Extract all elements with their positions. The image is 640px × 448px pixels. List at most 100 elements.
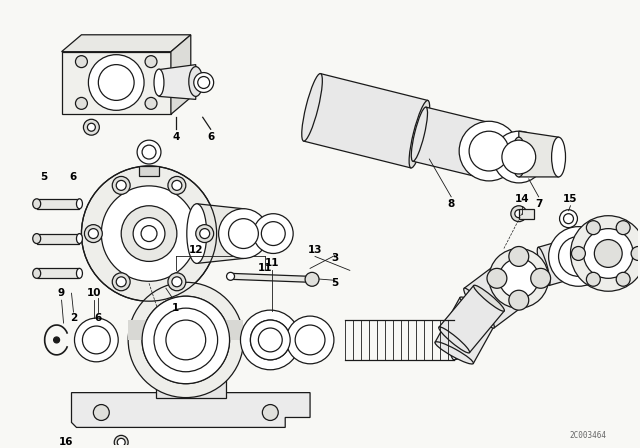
Circle shape — [509, 246, 529, 267]
Circle shape — [74, 318, 118, 362]
Circle shape — [141, 226, 157, 241]
Text: 13: 13 — [308, 246, 323, 255]
Polygon shape — [439, 285, 504, 353]
Circle shape — [101, 186, 196, 281]
Polygon shape — [230, 273, 310, 282]
Circle shape — [469, 131, 509, 171]
Polygon shape — [435, 297, 498, 363]
Polygon shape — [464, 258, 534, 328]
Circle shape — [616, 221, 630, 235]
Circle shape — [154, 308, 218, 372]
Circle shape — [106, 73, 126, 92]
Polygon shape — [519, 209, 534, 219]
Circle shape — [259, 328, 282, 352]
Circle shape — [559, 210, 577, 228]
Ellipse shape — [236, 209, 252, 258]
Polygon shape — [538, 237, 584, 285]
Ellipse shape — [439, 327, 470, 353]
Polygon shape — [413, 107, 495, 178]
Circle shape — [93, 405, 109, 421]
Circle shape — [241, 310, 300, 370]
Circle shape — [196, 224, 214, 242]
Circle shape — [172, 277, 182, 287]
Circle shape — [198, 77, 210, 88]
Circle shape — [502, 140, 536, 174]
Ellipse shape — [504, 258, 534, 298]
Circle shape — [116, 181, 126, 190]
Text: 6: 6 — [70, 172, 77, 182]
Circle shape — [286, 316, 334, 364]
Ellipse shape — [76, 268, 83, 278]
Polygon shape — [171, 35, 191, 114]
Circle shape — [142, 296, 230, 383]
Circle shape — [76, 56, 88, 68]
Ellipse shape — [76, 233, 83, 244]
Circle shape — [586, 221, 600, 235]
Circle shape — [570, 215, 640, 291]
Text: 15: 15 — [563, 194, 578, 204]
Ellipse shape — [189, 67, 203, 96]
Circle shape — [566, 245, 590, 268]
Ellipse shape — [412, 107, 428, 161]
Circle shape — [54, 337, 60, 343]
Polygon shape — [36, 199, 79, 209]
Circle shape — [200, 228, 210, 238]
Polygon shape — [36, 268, 79, 278]
Ellipse shape — [435, 342, 474, 364]
Circle shape — [511, 206, 527, 222]
Circle shape — [88, 228, 99, 238]
Circle shape — [76, 97, 88, 109]
Circle shape — [112, 273, 130, 291]
Circle shape — [261, 222, 285, 246]
Text: 5: 5 — [332, 278, 339, 289]
Text: 5: 5 — [40, 172, 47, 182]
Circle shape — [116, 277, 126, 287]
Ellipse shape — [572, 237, 585, 276]
Circle shape — [145, 56, 157, 68]
Circle shape — [531, 268, 550, 288]
Ellipse shape — [449, 320, 459, 360]
Polygon shape — [61, 52, 171, 114]
Circle shape — [509, 290, 529, 310]
Circle shape — [145, 97, 157, 109]
Circle shape — [250, 320, 290, 360]
Circle shape — [219, 209, 268, 258]
Circle shape — [493, 131, 545, 183]
Circle shape — [83, 326, 110, 354]
Polygon shape — [72, 392, 310, 427]
Polygon shape — [139, 166, 159, 176]
Circle shape — [616, 272, 630, 286]
Circle shape — [572, 246, 586, 260]
Circle shape — [121, 206, 177, 262]
Circle shape — [559, 237, 598, 276]
Circle shape — [83, 119, 99, 135]
Circle shape — [178, 332, 194, 348]
Circle shape — [564, 214, 573, 224]
Circle shape — [172, 326, 200, 354]
Polygon shape — [519, 131, 559, 177]
Ellipse shape — [33, 233, 41, 244]
Ellipse shape — [464, 288, 494, 328]
Text: 1: 1 — [172, 303, 179, 313]
Text: 14: 14 — [515, 194, 529, 204]
Text: 11: 11 — [258, 263, 273, 273]
Ellipse shape — [552, 137, 566, 177]
Polygon shape — [454, 320, 462, 360]
Text: 6: 6 — [95, 313, 102, 323]
Ellipse shape — [33, 199, 41, 209]
Circle shape — [133, 218, 165, 250]
Ellipse shape — [512, 137, 525, 177]
Circle shape — [142, 296, 230, 383]
Circle shape — [515, 210, 523, 218]
Polygon shape — [61, 35, 191, 52]
Circle shape — [499, 258, 539, 298]
Circle shape — [459, 121, 519, 181]
Circle shape — [548, 227, 608, 286]
Circle shape — [250, 320, 290, 360]
Circle shape — [305, 272, 319, 286]
Circle shape — [81, 166, 216, 301]
Circle shape — [172, 181, 182, 190]
Circle shape — [584, 228, 633, 278]
Polygon shape — [156, 358, 225, 397]
Polygon shape — [159, 65, 196, 99]
